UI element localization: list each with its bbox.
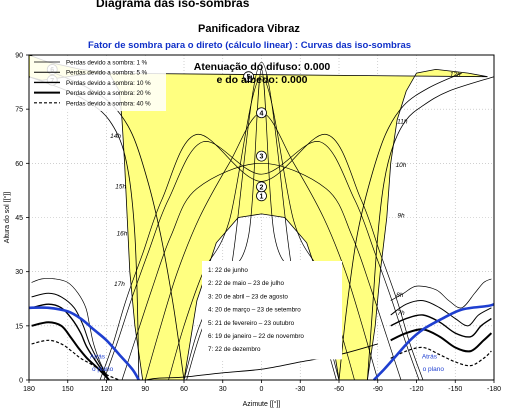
legend-label: Perdas devido a sombra: 20 %	[66, 90, 151, 97]
hour-label: 9h	[397, 213, 405, 220]
horizon-label: Atrás	[90, 353, 106, 360]
x-tick-label: 150	[62, 386, 74, 393]
date-legend-item: 7: 22 de dezembro	[208, 346, 261, 353]
y-axis-title: Altura do sol [[°]]	[3, 192, 11, 243]
sun-path-marker-label: 3	[260, 154, 264, 161]
iso-curve-1-percent	[31, 278, 110, 381]
sun-path-1	[99, 134, 424, 381]
horizon-label: o plano	[423, 366, 445, 373]
sun-path-marker-label: 1	[260, 193, 264, 200]
sun-path-marker-label: 5	[247, 74, 251, 81]
horizon-label: o plano	[92, 366, 114, 373]
legend-label: Perdas devido a sombra: 1 %	[66, 60, 148, 67]
y-tick-label: 15	[15, 323, 23, 330]
x-tick-label: -150	[448, 386, 462, 393]
shade-arch	[338, 72, 462, 381]
sun-path-marker-4	[256, 107, 267, 119]
x-tick-label: 120	[101, 386, 113, 393]
horizon-line-left	[28, 306, 140, 381]
x-tick-label: -90	[373, 386, 383, 393]
iso-curve-20-percent	[31, 321, 110, 381]
legend-label: Perdas devido a sombra: 10 %	[66, 80, 151, 87]
hour-label: 15h	[115, 184, 126, 191]
iso-curve-1-percent	[390, 278, 492, 309]
legend-label: Perdas devido a sombra: 5 %	[66, 70, 148, 77]
date-legend-item: 5: 21 de fevereiro – 23 outubro	[208, 320, 295, 327]
date-legend-item: 4: 20 de março – 23 de setembro	[208, 307, 301, 314]
date-legend-box	[202, 261, 342, 360]
sun-path-2	[103, 141, 420, 381]
iso-curve-5-percent	[390, 299, 492, 327]
y-tick-label: 30	[15, 269, 23, 276]
x-tick-label: 0	[260, 386, 264, 393]
axes: 180 150 120 90 60 30 0 -30 -60 -90 -120 -150 -180015…	[3, 53, 501, 409]
horizon-lines	[28, 302, 495, 381]
y-tick-label: 0	[19, 378, 23, 385]
hour-label: 14h	[110, 133, 121, 140]
sun-path-marker-2	[256, 181, 267, 193]
chart-subtitle: Panificadora Vibraz	[198, 23, 300, 35]
legend-box	[30, 56, 166, 111]
iso-curve-20-percent	[390, 328, 493, 353]
x-tick-label: 180	[23, 386, 35, 393]
hour-label: 8h	[396, 292, 404, 299]
sun-path-marker-label: 2	[260, 184, 264, 191]
iso-curve-10-percent	[390, 314, 492, 338]
sun-path-marker-3	[256, 150, 267, 162]
sun-path-3	[121, 162, 402, 381]
sun-path-marker-5	[243, 71, 254, 83]
x-tick-label: -180	[487, 386, 501, 393]
iso-curve-40-percent	[390, 346, 492, 367]
chart-header: Diagrama das iso-sombras Panificadora Vi…	[0, 0, 517, 52]
iso-curve-10-percent	[31, 303, 110, 381]
hour-label: 7h	[397, 310, 405, 317]
legend-label: Perdas devido a sombra: 40 %	[66, 100, 151, 107]
y-tick-label: 60	[15, 161, 23, 168]
hour-label: 16h	[117, 231, 128, 238]
y-tick-label: 75	[15, 107, 23, 114]
x-tick-label: 90	[141, 386, 149, 393]
y-tick-label: 90	[15, 53, 23, 60]
chart-labels: 123456714h15h16h17h12h11h10h9h8h7hAtráso…	[46, 61, 461, 373]
x-tick-label: -60	[334, 386, 344, 393]
date-legend-item: 1: 22 de junho	[208, 267, 248, 274]
hour-label: 12h	[450, 72, 461, 79]
hour-label: 11h	[397, 119, 408, 126]
shade-arch	[367, 76, 495, 381]
hour-label: 10h	[396, 162, 407, 169]
horizon-label: Atrás	[422, 353, 438, 360]
legend: Perdas devido a sombra: 1 % Perdas devido…	[30, 56, 166, 111]
page-title: Diagrama das iso-sombras	[96, 0, 250, 10]
x-tick-label: 60	[180, 386, 188, 393]
x-tick-label: -30	[295, 386, 305, 393]
x-axis-title: Azimute [[°]]	[243, 400, 281, 408]
chart-caption: Fator de sombra para o direto (cálculo l…	[88, 40, 412, 51]
diffuse-attenuation-text: Atenuação do difuso: 0.000	[194, 61, 331, 73]
date-legend-item: 3: 20 de abril – 23 de agosto	[208, 293, 288, 300]
albedo-text: e do albedo: 0.000	[216, 74, 307, 86]
sun-path-marker-label: 4	[260, 110, 264, 117]
hour-label: 17h	[114, 281, 125, 288]
x-tick-label: -120	[409, 386, 423, 393]
date-legend-item: 6: 19 de janeiro – 22 de novembro	[208, 333, 304, 340]
date-legend-item: 2: 22 de maio – 23 de julho	[208, 280, 284, 287]
y-tick-label: 45	[15, 215, 23, 222]
horizon-line-right	[372, 302, 495, 381]
x-tick-label: 30	[219, 386, 227, 393]
